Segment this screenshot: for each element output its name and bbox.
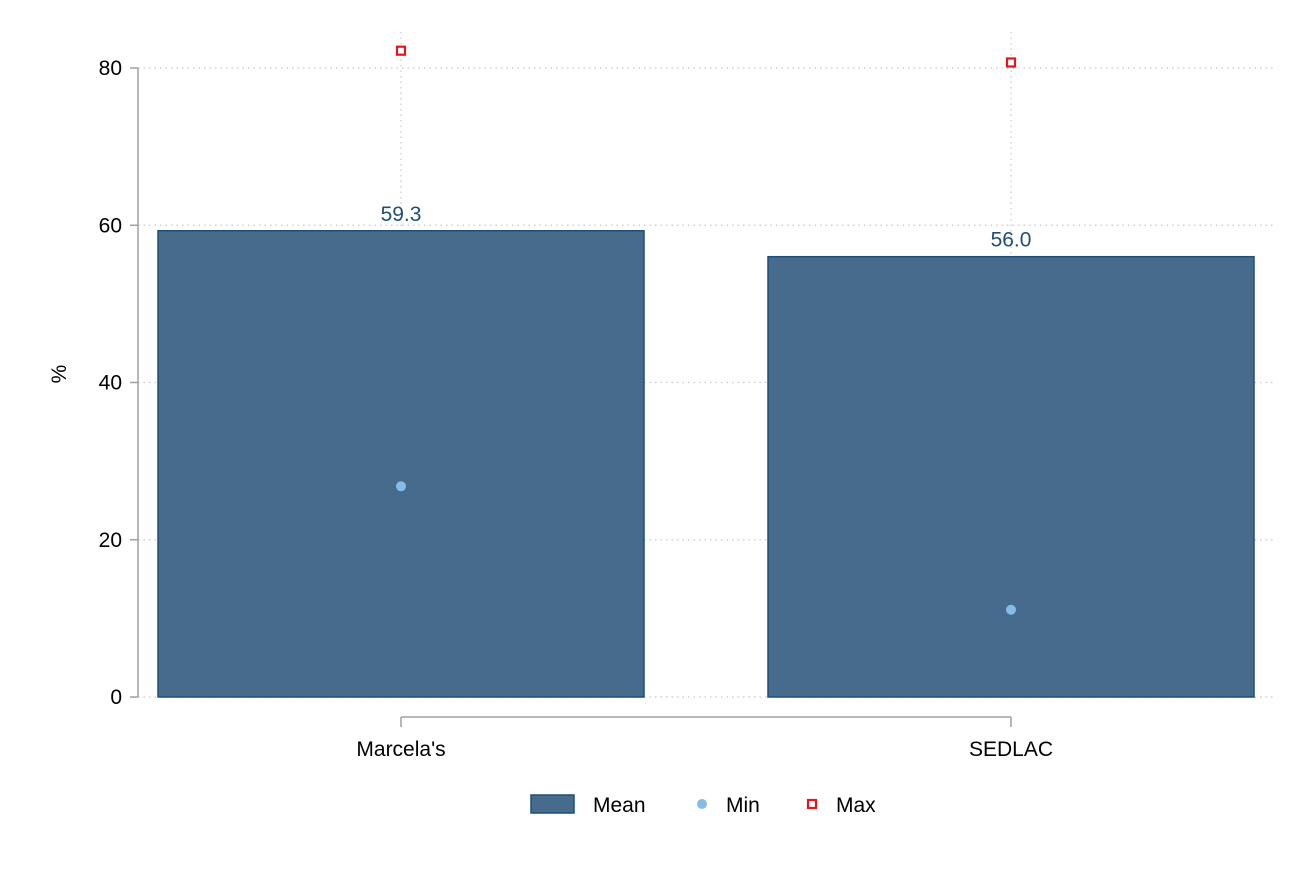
labels-layer: 59.3 56.0 <box>381 203 1032 252</box>
legend-mean-swatch <box>530 794 575 814</box>
markers-layer <box>395 45 1017 615</box>
y-axis-title: % <box>48 365 71 384</box>
bar-value-label: 56.0 <box>991 229 1032 252</box>
min-marker <box>1006 604 1016 615</box>
y-tick-label: 0 <box>110 686 122 709</box>
legend-label: Max <box>836 794 876 817</box>
x-tick-label: SEDLAC <box>969 738 1053 761</box>
legend-label: Min <box>726 794 760 817</box>
x-tick-label: Marcela's <box>356 738 445 761</box>
legend-label: Mean <box>593 794 646 817</box>
y-tick-label: 80 <box>99 57 122 80</box>
bar-value-label: 59.3 <box>381 203 422 226</box>
y-tick-label: 60 <box>99 214 122 237</box>
bar-mean <box>767 255 1255 698</box>
legend: Mean Min Max <box>530 794 876 817</box>
axis-layer: 0 20 40 60 80 Marcela's SEDLAC <box>99 57 1053 761</box>
legend-min-swatch <box>697 799 707 809</box>
legend-max-swatch <box>806 798 818 810</box>
bars-layer <box>157 230 1255 698</box>
max-marker <box>395 45 407 56</box>
max-marker <box>1005 57 1017 68</box>
min-marker <box>396 481 406 492</box>
y-tick-label: 40 <box>99 372 122 395</box>
bar-mean <box>157 230 645 698</box>
y-tick-label: 20 <box>99 529 122 552</box>
